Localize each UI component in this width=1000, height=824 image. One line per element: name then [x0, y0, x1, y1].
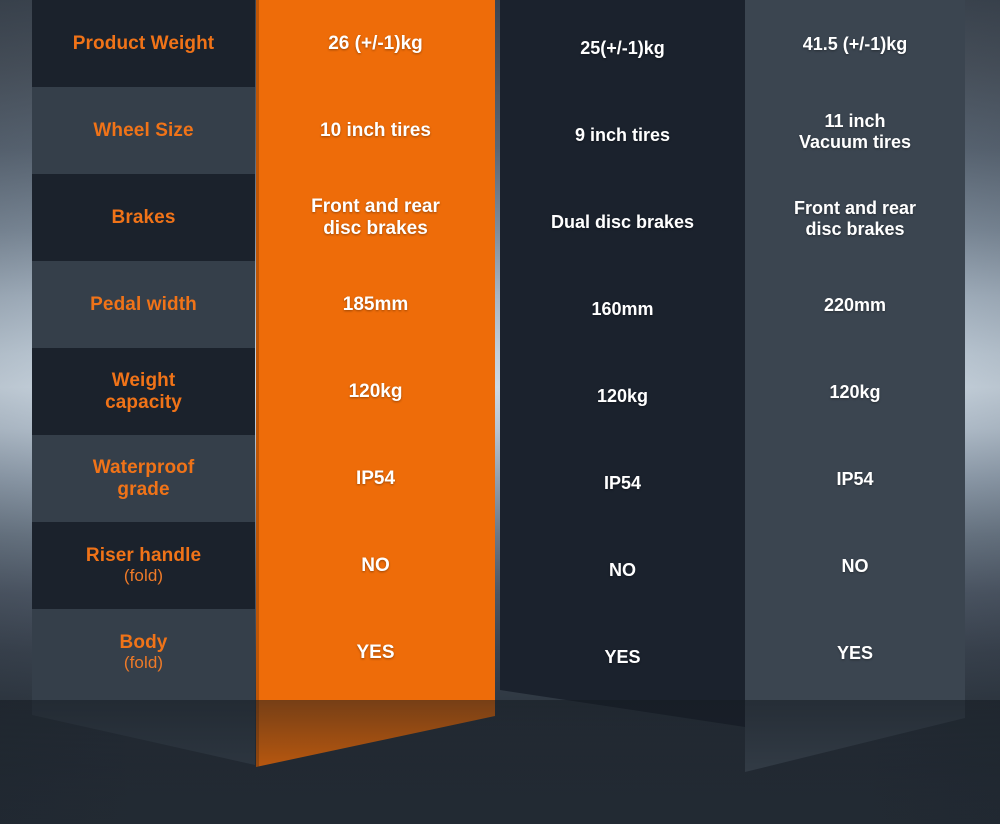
- spec-label-subtext: (fold): [123, 566, 164, 586]
- product-value-row: 11 inch Vacuum tires: [745, 88, 965, 175]
- product-value-row: Front and rear disc brakes: [256, 174, 495, 261]
- product-value-row: YES: [256, 609, 495, 696]
- product-value-text: 11 inch Vacuum tires: [798, 110, 912, 152]
- product-value-text: YES: [836, 643, 874, 664]
- spec-label-text: Pedal width: [90, 293, 197, 315]
- product-value-row: 25(+/-1)kg: [500, 5, 745, 92]
- product-value-row: NO: [500, 527, 745, 614]
- product-value-text: IP54: [355, 467, 396, 489]
- product-value-text: 9 inch tires: [574, 125, 671, 146]
- product-column-2-rows: 25(+/-1)kg 9 inch tires Dual disc brakes 16…: [500, 0, 745, 701]
- spec-label-text: Product Weight: [72, 32, 215, 54]
- product-value-row: NO: [745, 523, 965, 610]
- product-value-row: YES: [745, 610, 965, 697]
- spec-label-text: Brakes: [111, 206, 176, 228]
- spec-label-rows: Product Weight Wheel Size Brakes Pedal widt…: [32, 0, 255, 765]
- product-value-row: YES: [500, 614, 745, 701]
- spec-label-text: Body (fold): [119, 632, 168, 673]
- spec-label-text: Wheel Size: [93, 119, 194, 141]
- spec-label-row: Brakes: [32, 174, 255, 261]
- product-value-row: 120kg: [745, 349, 965, 436]
- product-value-row: 120kg: [500, 353, 745, 440]
- product-value-row: 41.5 (+/-1)kg: [745, 1, 965, 88]
- product-value-row: 120kg: [256, 348, 495, 435]
- product-value-row: 9 inch tires: [500, 92, 745, 179]
- spec-label-row: Waterproof grade: [32, 435, 255, 522]
- product-value-row: 160mm: [500, 266, 745, 353]
- product-value-text: YES: [604, 647, 641, 668]
- product-value-row: 220mm: [745, 262, 965, 349]
- product-value-text: 120kg: [348, 380, 403, 402]
- product-value-text: Front and rear disc brakes: [311, 195, 440, 239]
- spec-label-text: Waterproof grade: [92, 457, 195, 500]
- product-value-row: NO: [256, 522, 495, 609]
- product-value-text: NO: [841, 556, 869, 577]
- product-value-text: Dual disc brakes: [550, 212, 695, 233]
- product-value-row: Front and rear disc brakes: [745, 175, 965, 262]
- product-value-text: 220mm: [823, 295, 887, 316]
- product-value-text: IP54: [836, 469, 874, 490]
- product-value-row: 10 inch tires: [256, 87, 495, 174]
- product-value-text: IP54: [603, 473, 642, 494]
- product-value-text: 41.5 (+/-1)kg: [802, 34, 908, 55]
- spec-label-subtext: (fold): [123, 653, 164, 673]
- product-value-row: IP54: [745, 436, 965, 523]
- product-column-1-rows: 26 (+/-1)kg 10 inch tires Front and rear di…: [256, 0, 495, 696]
- product-value-row: IP54: [256, 435, 495, 522]
- product-value-text: 25(+/-1)kg: [580, 38, 665, 59]
- product-value-text: Front and rear disc brakes: [793, 197, 917, 239]
- product-value-row: IP54: [500, 440, 745, 527]
- spec-label-column: Product Weight Wheel Size Brakes Pedal widt…: [32, 0, 255, 765]
- product-value-text: 10 inch tires: [320, 119, 431, 141]
- spec-label-text: Weight capacity: [105, 370, 182, 413]
- product-value-row: Dual disc brakes: [500, 179, 745, 266]
- spec-label-row: Pedal width: [32, 261, 255, 348]
- product-value-text: NO: [609, 560, 636, 581]
- product-value-row: 26 (+/-1)kg: [256, 0, 495, 87]
- product-value-text: 120kg: [596, 386, 649, 407]
- product-value-text: 160mm: [591, 299, 654, 320]
- spec-label-row: Wheel Size: [32, 87, 255, 174]
- product-value-text: 26 (+/-1)kg: [328, 32, 423, 54]
- product-column-3-rows: 41.5 (+/-1)kg 11 inch Vacuum tires Front an…: [745, 0, 965, 697]
- product-column-3[interactable]: 41.5 (+/-1)kg 11 inch Vacuum tires Front an…: [745, 0, 965, 772]
- product-column-1-highlighted[interactable]: 26 (+/-1)kg 10 inch tires Front and rear di…: [256, 0, 495, 767]
- product-column-2[interactable]: 25(+/-1)kg 9 inch tires Dual disc brakes 16…: [500, 0, 745, 727]
- spec-label-row: Riser handle (fold): [32, 522, 255, 609]
- product-value-text: 185mm: [342, 293, 409, 315]
- product-value-text: NO: [361, 554, 390, 576]
- spec-label-row: Body (fold): [32, 609, 255, 696]
- product-value-text: 120kg: [829, 382, 881, 403]
- product-value-row: 185mm: [256, 261, 495, 348]
- product-value-text: YES: [356, 641, 395, 663]
- spec-label-row: Product Weight: [32, 0, 255, 87]
- spec-label-text: Riser handle (fold): [85, 545, 202, 586]
- spec-label-row: Weight capacity: [32, 348, 255, 435]
